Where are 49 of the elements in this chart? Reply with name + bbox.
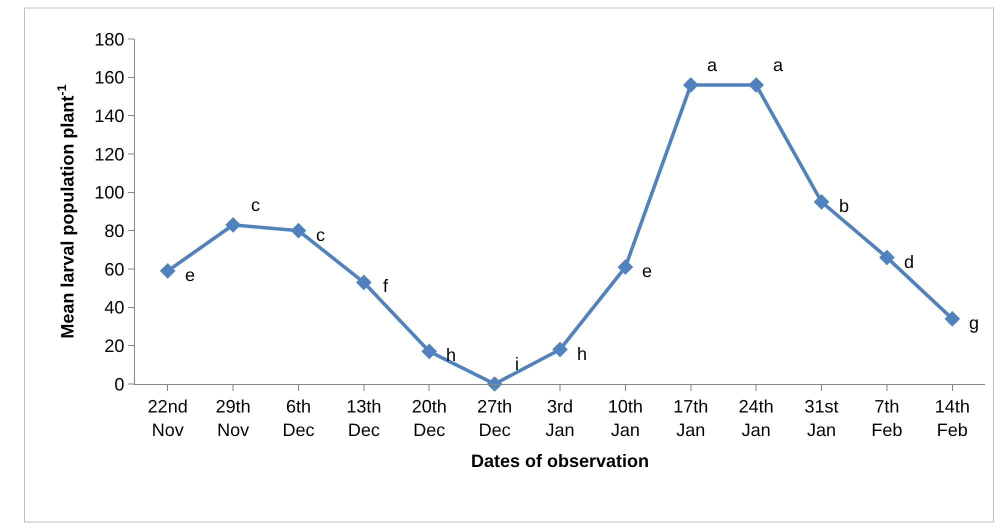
- y-tick-label: 120: [94, 144, 124, 164]
- point: [814, 194, 830, 210]
- y-tick-label: 100: [94, 182, 124, 203]
- point: [748, 77, 764, 93]
- annotation: e: [642, 261, 652, 281]
- annotation: e: [185, 265, 196, 285]
- annotation: g: [969, 313, 980, 333]
- annotation: c: [251, 195, 260, 215]
- annotation: d: [904, 252, 914, 272]
- x-tick-label: 17th Jan: [673, 396, 708, 440]
- point: [225, 217, 241, 233]
- y-tick-label: 140: [94, 106, 124, 126]
- point: [290, 222, 306, 238]
- y-tick-label: 60: [104, 259, 124, 280]
- annotation: a: [773, 55, 784, 75]
- annotation: h: [577, 344, 588, 364]
- x-tick-label: 14th Feb: [934, 396, 970, 440]
- x-tick-label: 3rd Jan: [545, 396, 575, 440]
- point: [421, 344, 438, 360]
- x-axis-title: Dates of observation: [470, 451, 650, 472]
- y-tick-label: 180: [94, 29, 124, 50]
- point: [160, 263, 176, 279]
- point: [879, 250, 895, 266]
- annotation: f: [383, 276, 389, 296]
- x-tick-label: 31st Jan: [804, 396, 839, 440]
- annotation: h: [446, 345, 456, 365]
- annotation: a: [707, 55, 718, 75]
- x-tick-label: 20th Dec: [412, 396, 447, 440]
- x-tick-label: 24th Jan: [738, 396, 774, 440]
- x-tick-label: 29th Nov: [216, 396, 251, 440]
- x-tick-label: 27th Dec: [477, 396, 512, 440]
- point: [618, 259, 634, 275]
- y-tick-label: 80: [104, 220, 124, 241]
- annotation: b: [839, 196, 850, 216]
- x-tick-label: 22nd Nov: [148, 396, 188, 440]
- y-tick-label: 40: [104, 298, 124, 318]
- y-tick-label: 160: [94, 68, 124, 88]
- y-tick-label: 0: [114, 374, 124, 394]
- point: [682, 77, 699, 93]
- x-tick-label: 13th Dec: [346, 396, 382, 440]
- x-tick-label: 10th Jan: [608, 396, 643, 440]
- point: [356, 274, 372, 290]
- point: [944, 311, 960, 327]
- y-tick-label: 20: [104, 336, 124, 356]
- x-tick-label: 7th Feb: [871, 396, 902, 440]
- annotation: i: [515, 354, 519, 374]
- annotation: c: [316, 225, 325, 245]
- x-tick-label: 6th Dec: [282, 396, 314, 440]
- point: [552, 342, 568, 358]
